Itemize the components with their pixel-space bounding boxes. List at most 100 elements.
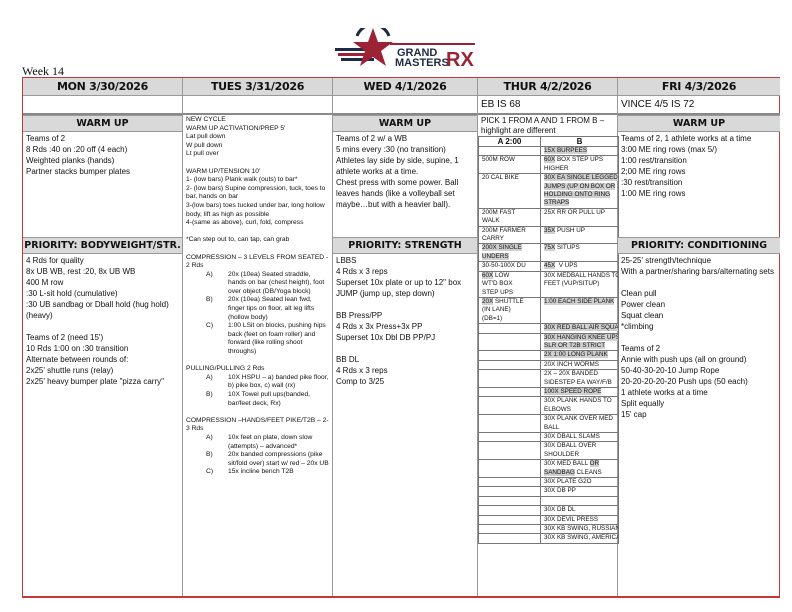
table-row: 30X DBALL SLAMS xyxy=(478,431,619,443)
weekly-schedule-table: MON 3/30/2026 WARM UP Teams of 2 8 Rds :4… xyxy=(22,77,780,598)
text-line: 1:00 rest/transition xyxy=(621,156,687,165)
text-line: 4 Rds x 3 reps xyxy=(336,366,388,375)
highlighted-text: OR xyxy=(589,460,600,468)
text-line: COMPRESSION – 3 LEVELS FROM SEATED - 2 R… xyxy=(186,253,329,270)
option-b-cell: 100X SPEED ROPE xyxy=(540,386,619,398)
option-b-cell: 30X MEDBALL HANDS TO FEET (VUP/SITUP) xyxy=(540,270,619,298)
option-a-cell xyxy=(478,386,541,398)
table-row: 200M FAST WALK 25X RR OR PULL UP xyxy=(478,207,619,227)
text-line: 4 Rds for quality xyxy=(26,256,84,265)
text-line: Teams of 2 xyxy=(621,344,661,353)
table-row: 30X MED BALL OR SANDBAG CLEANS xyxy=(478,459,619,479)
option-b-cell: 30X MED BALL OR SANDBAG CLEANS xyxy=(540,459,619,479)
text-line: Split equally xyxy=(621,399,665,408)
text-line: 4 Rds x 3 reps xyxy=(336,267,388,276)
text-line: Alternate between rounds of: xyxy=(26,355,129,364)
option-b-cell: 30X EA SINGLE LEGGED JUMPS (UP ON BOX OR… xyxy=(540,173,619,209)
option-a-cell xyxy=(478,459,541,479)
option-a-cell xyxy=(478,514,541,526)
text-line: *Can step out to, can tap, can grab xyxy=(186,236,290,244)
cell-text: 30X DBALL OVER SHOULDER xyxy=(544,442,597,458)
cell-text: 30X DEVIL PRESS xyxy=(544,515,599,523)
text-line: 8x UB WB, rest :20, 8x UB WB xyxy=(26,267,136,276)
highlighted-text: 200X SINGLE UNDERS xyxy=(482,244,522,260)
lettered-item: B) 20x banded compressions (pike sit/fol… xyxy=(186,451,329,468)
text-line: LBBS xyxy=(336,256,357,265)
highlighted-text: 15X BURPEES xyxy=(544,147,588,154)
text-line: Clean pull xyxy=(621,289,657,298)
lettered-item: B) 20x (10ea) Seated lean fwd, finger ti… xyxy=(186,296,329,322)
svg-text:RX: RX xyxy=(446,49,474,68)
warmup-header: WARM UP xyxy=(618,115,780,132)
tuesday-workout: NEW CYCLE WARM UP ACTIVATION/PREP 5' Lat p… xyxy=(183,115,332,478)
column-b-header: B xyxy=(540,136,619,147)
item-letter: B) xyxy=(206,391,213,398)
text-line xyxy=(336,299,474,310)
text-line: With a partner/sharing bars/alternating … xyxy=(621,267,774,276)
column-a-header: A 2:00 xyxy=(478,136,541,147)
cell-text: BOX STEP UPS HIGHER xyxy=(544,156,604,172)
table-row: 30X DBALL OVER SHOULDER xyxy=(478,441,619,461)
option-b-cell: 45X V UPS xyxy=(540,261,619,272)
option-b-cell: 30X PLANK OVER MED BALL xyxy=(540,414,619,433)
highlighted-text: 2X 1:00 LONG PLANK xyxy=(544,351,608,359)
text-line: 2x25' shuttle runs (relay) xyxy=(26,366,114,375)
cell-text: 500M ROW xyxy=(482,156,515,164)
option-a-cell xyxy=(478,431,541,443)
day-note: VINCE 4/5 IS 72 xyxy=(618,96,780,115)
option-a-cell xyxy=(478,350,541,361)
table-row: 60X LOW WT'D BOX STEP UPS 30X MEDBALL HAN… xyxy=(478,270,619,298)
text-line: BB Press/PP xyxy=(336,311,383,320)
item-text: 1:00 LSit on blocks, pushing hips back (… xyxy=(228,322,326,356)
text-line: *climbing xyxy=(621,322,654,331)
option-a-cell xyxy=(478,323,541,334)
text-line xyxy=(621,277,777,288)
cell-text: 30X PLANK OVER MED BALL xyxy=(544,415,613,431)
day-column-tue: TUES 3/31/2026 NEW CYCLE WARM UP ACTIVATI… xyxy=(183,78,333,596)
option-b-cell: 30X RED BALL AIR SQUATS xyxy=(540,323,619,334)
priority-body: 25-25' strength/technique With a partner/… xyxy=(618,254,780,421)
cell-text xyxy=(544,497,546,503)
warmup-body: Teams of 2 w/ a WB 5 mins every :30 (no t… xyxy=(333,132,477,211)
table-row: 200X SINGLE UNDERS 75X SITUPS xyxy=(478,243,619,263)
text-line: 2- (low bars) Supine compression, tuck, … xyxy=(186,184,326,201)
option-b-cell: 30X DB DL xyxy=(540,505,619,516)
table-row: 15X BURPEES xyxy=(478,145,619,157)
option-a-cell xyxy=(478,533,541,544)
text-line xyxy=(621,332,777,343)
option-a-cell xyxy=(478,524,541,535)
day-note xyxy=(333,96,477,115)
table-row: 30X KB SWING, AMERICAN xyxy=(478,533,619,544)
item-letter: C) xyxy=(206,322,214,330)
option-b-cell: 30X DEVIL PRESS xyxy=(540,514,619,526)
table-row: 30X DEVIL PRESS xyxy=(478,514,619,526)
day-column-wed: WED 4/1/2026 WARM UP Teams of 2 w/ a WB 5… xyxy=(333,78,478,596)
day-header: FRI 4/3/2026 xyxy=(618,78,780,96)
option-b-cell: 30X PLANK HANDS TO ELBOWS xyxy=(540,396,619,416)
day-header: TUES 3/31/2026 xyxy=(183,78,332,96)
option-a-cell xyxy=(478,396,541,416)
priority-header: PRIORITY: STRENGTH xyxy=(333,237,477,254)
table-row: 30X PLATE G2O xyxy=(478,477,619,488)
option-a-cell xyxy=(478,441,541,461)
day-note: EB IS 68 xyxy=(478,96,617,115)
text-line: 4-(same as above), curl, fold, compress xyxy=(186,219,304,227)
cell-text: LOW WT'D BOX STEP UPS xyxy=(482,271,514,296)
item-text: 15x incline bench T2B xyxy=(228,468,294,476)
lettered-item: A) 20x (10ea) Seated straddle, hands on b… xyxy=(186,271,329,297)
highlighted-text: 30X EA SINGLE LEGGED JUMPS (UP ON BOX OR… xyxy=(544,174,618,207)
option-b-cell: 30X DBALL OVER SHOULDER xyxy=(540,441,619,461)
text-line: 50-40-30-20-10 Jump Rope xyxy=(621,366,720,375)
option-a-cell: 200M FAST WALK xyxy=(478,207,541,227)
table-row: 30X KB SWING, RUSSIAN xyxy=(478,524,619,535)
warmup-body: Teams of 2 8 Rds :40 on :20 off (4 each) W… xyxy=(23,132,182,178)
text-line: Comp to 3/25 xyxy=(336,377,385,386)
option-b-cell: 2X – 20X BANDED SIDESTEP EA WAY/F/B xyxy=(540,369,619,388)
option-a-cell: 200M FARMER CARRY xyxy=(478,225,541,245)
text-line: Teams of 2 (need 15') xyxy=(26,333,104,342)
text-line: 8 Rds :40 on :20 off (4 each) xyxy=(26,145,128,154)
cell-text: 30X MED BALL xyxy=(544,460,590,468)
text-line: :30 rest/transition xyxy=(621,178,683,187)
item-text: 10X Towel pull ups(banded, bar/feet deck… xyxy=(228,391,311,407)
option-b-cell: 75X SITUPS xyxy=(540,243,619,263)
